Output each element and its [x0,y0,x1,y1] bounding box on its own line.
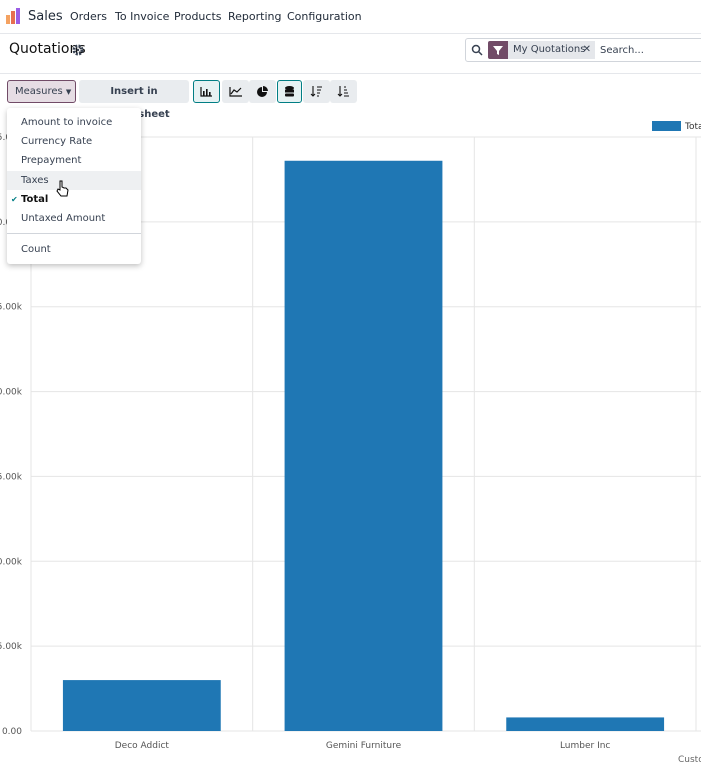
menu-item[interactable]: Reporting [228,10,282,23]
menu-option[interactable]: Untaxed Amount [21,213,106,224]
menu-option[interactable]: Total ✔ [7,190,141,209]
facet[interactable]: My Quotations ✕ [508,41,595,59]
x-tick-label: Lumber Inc [560,741,610,751]
line-chart-button[interactable] [222,80,249,103]
search-placeholder[interactable]: Search... [600,45,644,56]
filter-icon [488,41,508,59]
stacked-button[interactable] [277,80,302,103]
facet-remove[interactable]: ✕ [582,44,591,55]
facet-label: My Quotations [513,44,586,55]
search-box[interactable] [465,38,701,62]
x-tick-label: Deco Addict [115,741,170,751]
menu-item[interactable]: Products [174,10,222,23]
menu-option[interactable]: Currency Rate [21,136,93,148]
measures-button[interactable]: Measures ▼ [7,80,76,103]
app-logo [6,8,20,24]
mouse-cursor [56,180,69,197]
app-name[interactable]: Sales [28,9,63,24]
y-tick-label: 15.00k [0,472,23,482]
y-tick-label: 5.00k [0,642,23,652]
menu-item[interactable]: To Invoice [115,10,170,23]
check-icon: ✔ [11,194,18,204]
y-tick-label: 25.00k [0,303,23,313]
legend-swatch [652,121,681,131]
search-icon [471,44,483,56]
divider [0,33,701,34]
menu-option[interactable]: Count [21,244,51,255]
pie-chart-button[interactable] [249,80,276,103]
y-tick-label: 20.00k [0,388,23,398]
y-tick-label: 0.00 [2,727,22,737]
sort-asc-button[interactable] [330,80,357,103]
gear-icon[interactable] [72,44,84,56]
chart: 0.005.00k10.00k15.00k20.00k25.00k30.00k3… [0,121,701,763]
y-tick-label: 10.00k [0,557,23,567]
bar [506,717,665,731]
bar-chart-button[interactable] [193,80,220,103]
bar [284,160,443,731]
page-title: Quotations [9,41,86,57]
legend-label: Total [684,122,701,132]
menu-item[interactable]: Configuration [287,10,362,23]
menu-option[interactable]: Taxes [7,170,141,190]
x-tick-label: Gemini Furniture [326,741,402,751]
measures-dropdown: Amount to invoice Currency Rate Prepayment… [7,108,141,264]
menu-item[interactable]: Orders [70,10,107,23]
measures-label: Measures [15,86,63,97]
sort-desc-button[interactable] [303,80,330,103]
menu-option[interactable]: Amount to invoice [21,117,113,128]
x-axis-label: Customer [678,755,701,763]
menu-option[interactable]: Prepayment percentage [21,155,82,185]
bar [62,680,221,731]
menu-divider [7,233,141,234]
spreadsheet-button[interactable]: Insert in Spreadsheet [79,80,189,120]
divider [0,73,701,74]
